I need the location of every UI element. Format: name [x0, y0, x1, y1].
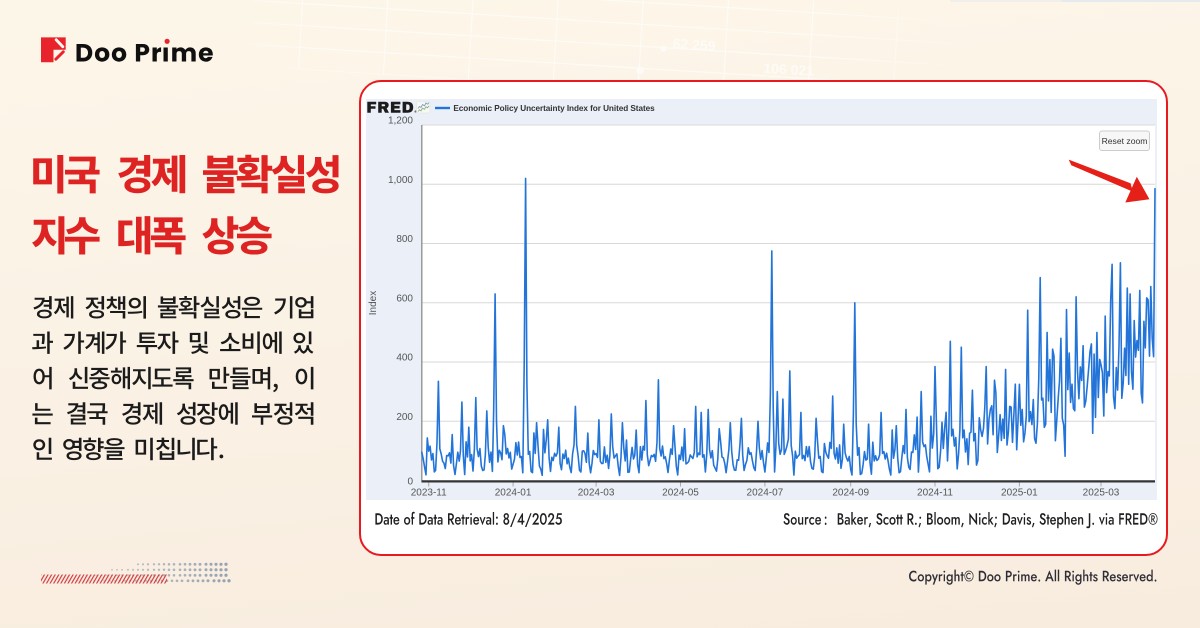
svg-text:106 021: 106 021 [763, 60, 815, 79]
svg-text:2023-11: 2023-11 [410, 488, 446, 499]
svg-text:Economic Policy Uncertainty In: Economic Policy Uncertainty Index for Un… [453, 104, 655, 113]
svg-text:2025-03: 2025-03 [1082, 488, 1119, 499]
svg-text:2024-07: 2024-07 [746, 488, 783, 499]
svg-text:2024-03: 2024-03 [577, 488, 614, 499]
svg-text:2025-01: 2025-01 [1001, 488, 1038, 499]
svg-text:600: 600 [396, 293, 413, 304]
svg-text:1,200: 1,200 [387, 116, 412, 127]
svg-text:0: 0 [407, 477, 413, 488]
svg-text:400: 400 [396, 353, 413, 364]
svg-text:800: 800 [396, 234, 413, 245]
svg-text:62 259: 62 259 [672, 35, 716, 54]
svg-text:2024-11: 2024-11 [917, 488, 953, 499]
svg-text:2024-05: 2024-05 [662, 488, 699, 499]
svg-text:2024-09: 2024-09 [832, 488, 869, 499]
svg-text:Reset zoom: Reset zoom [1101, 136, 1147, 146]
svg-text:200: 200 [396, 412, 413, 423]
svg-text:1,000: 1,000 [387, 175, 412, 186]
svg-text:2024-01: 2024-01 [494, 488, 531, 499]
svg-text:Index: Index [367, 291, 378, 315]
